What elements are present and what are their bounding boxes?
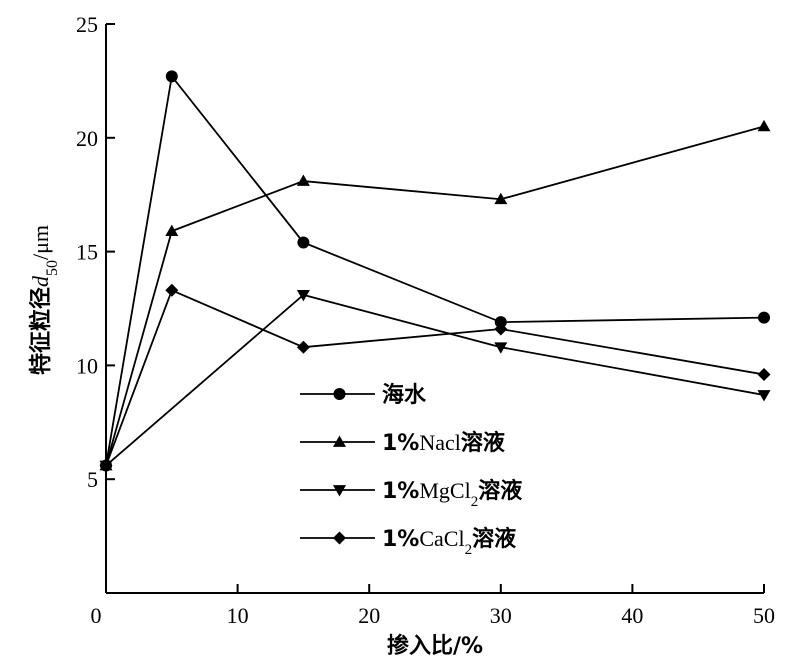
x-tick-label: 40: [621, 603, 643, 628]
legend-label-main: Nacl: [419, 430, 461, 455]
y-tick-label: 5: [87, 467, 98, 492]
data-point: [165, 224, 179, 236]
data-point: [297, 236, 310, 249]
legend-label-cjk: 溶液: [472, 526, 516, 552]
data-point: [758, 311, 770, 324]
data-point: [296, 174, 310, 186]
data-point: [494, 342, 508, 354]
legend-label-main: CaCl: [419, 526, 464, 551]
data-point: [757, 368, 771, 382]
legend-label: 1%MgCl2溶液: [382, 478, 522, 510]
legend-marker: [333, 435, 346, 447]
x-tick-label: 50: [753, 603, 775, 628]
legend-marker: [333, 388, 346, 400]
legend-label-cjk: 海水: [382, 382, 427, 408]
y-tick-label: 20: [76, 126, 98, 151]
series-3: [99, 283, 771, 473]
legend-label-sub: 2: [465, 542, 473, 558]
series-layer: [99, 70, 771, 473]
legend-label: 1%CaCl2溶液: [382, 526, 516, 558]
data-point: [757, 390, 771, 402]
series-line: [105, 293, 765, 467]
y-axis-title-cjk: 特征粒径: [28, 287, 54, 375]
y-axis-title-var: d: [28, 275, 53, 287]
legend-label-main: MgCl: [419, 478, 470, 503]
y-tick-label: 15: [76, 240, 98, 265]
legend-entry: 1%CaCl2溶液: [300, 526, 516, 558]
legend-label-prefix: 1%: [382, 479, 419, 504]
x-tick-label: 0: [91, 603, 102, 628]
y-axis-title-unit: /μm: [28, 225, 53, 260]
x-tick-label: 20: [358, 603, 380, 628]
legend-entry: 1%Nacl溶液: [300, 430, 505, 456]
data-point: [494, 192, 508, 205]
legend-label-cjk: 溶液: [461, 430, 505, 456]
legend-label-prefix: 1%: [382, 527, 419, 552]
y-axis-title: 特征粒径d50/μm: [28, 225, 61, 375]
x-axis-ticks: 0 10 20 30 40 50: [91, 584, 775, 628]
data-point: [165, 70, 178, 83]
data-point: [757, 119, 771, 132]
y-axis-title-sub: 50: [44, 260, 61, 276]
y-tick-label: 10: [76, 353, 98, 378]
legend-marker: [333, 485, 346, 497]
data-point: [165, 283, 179, 297]
series-0: [100, 70, 770, 472]
y-axis-ticks: 5 10 15 20 25: [76, 12, 115, 492]
data-point: [296, 289, 310, 302]
data-point: [494, 322, 508, 336]
legend-label: 海水: [382, 382, 427, 408]
data-point: [99, 459, 113, 473]
legend-entry: 海水: [300, 382, 427, 408]
data-point: [494, 316, 507, 329]
legend-label: 1%Nacl溶液: [382, 430, 505, 456]
legend-entry: 1%MgCl2溶液: [300, 478, 522, 510]
legend-label-cjk: 溶液: [478, 478, 522, 504]
data-point: [296, 340, 310, 354]
legend-label-prefix: 1%: [382, 431, 419, 456]
legend-label-sub: 2: [471, 494, 479, 510]
x-tick-label: 10: [227, 603, 249, 628]
x-tick-label: 30: [490, 603, 512, 628]
series-line: [105, 74, 765, 466]
y-tick-label: 25: [76, 12, 98, 37]
x-axis-title: 掺入比/%: [387, 633, 483, 659]
axes: [105, 24, 764, 594]
legend-marker: [333, 531, 346, 545]
